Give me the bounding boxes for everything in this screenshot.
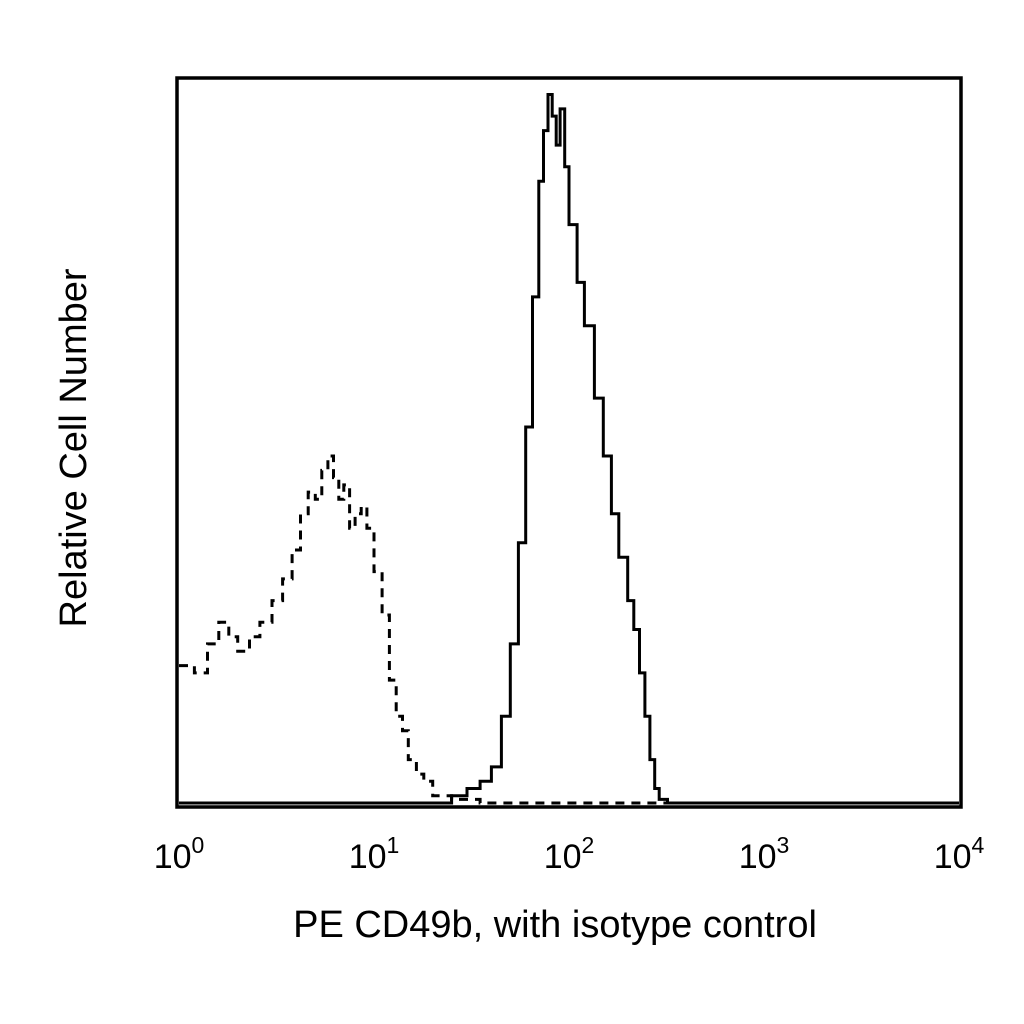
x-tick-label: 103 — [739, 832, 790, 876]
y-axis-title: Relative Cell Number — [53, 268, 95, 627]
isotype-control-curve — [179, 454, 959, 805]
pe-cd49b-curve — [179, 93, 959, 805]
plot-series-group — [179, 93, 959, 805]
x-tick-label: 104 — [934, 832, 985, 876]
x-tick-labels: 100 101 102 103 104 — [154, 832, 985, 876]
x-tick-label: 101 — [349, 832, 400, 876]
x-tick-label: 102 — [544, 832, 595, 876]
x-tick-label: 100 — [154, 832, 205, 876]
plot-frame — [175, 76, 963, 809]
x-axis-title: PE CD49b, with isotype control — [293, 904, 817, 946]
